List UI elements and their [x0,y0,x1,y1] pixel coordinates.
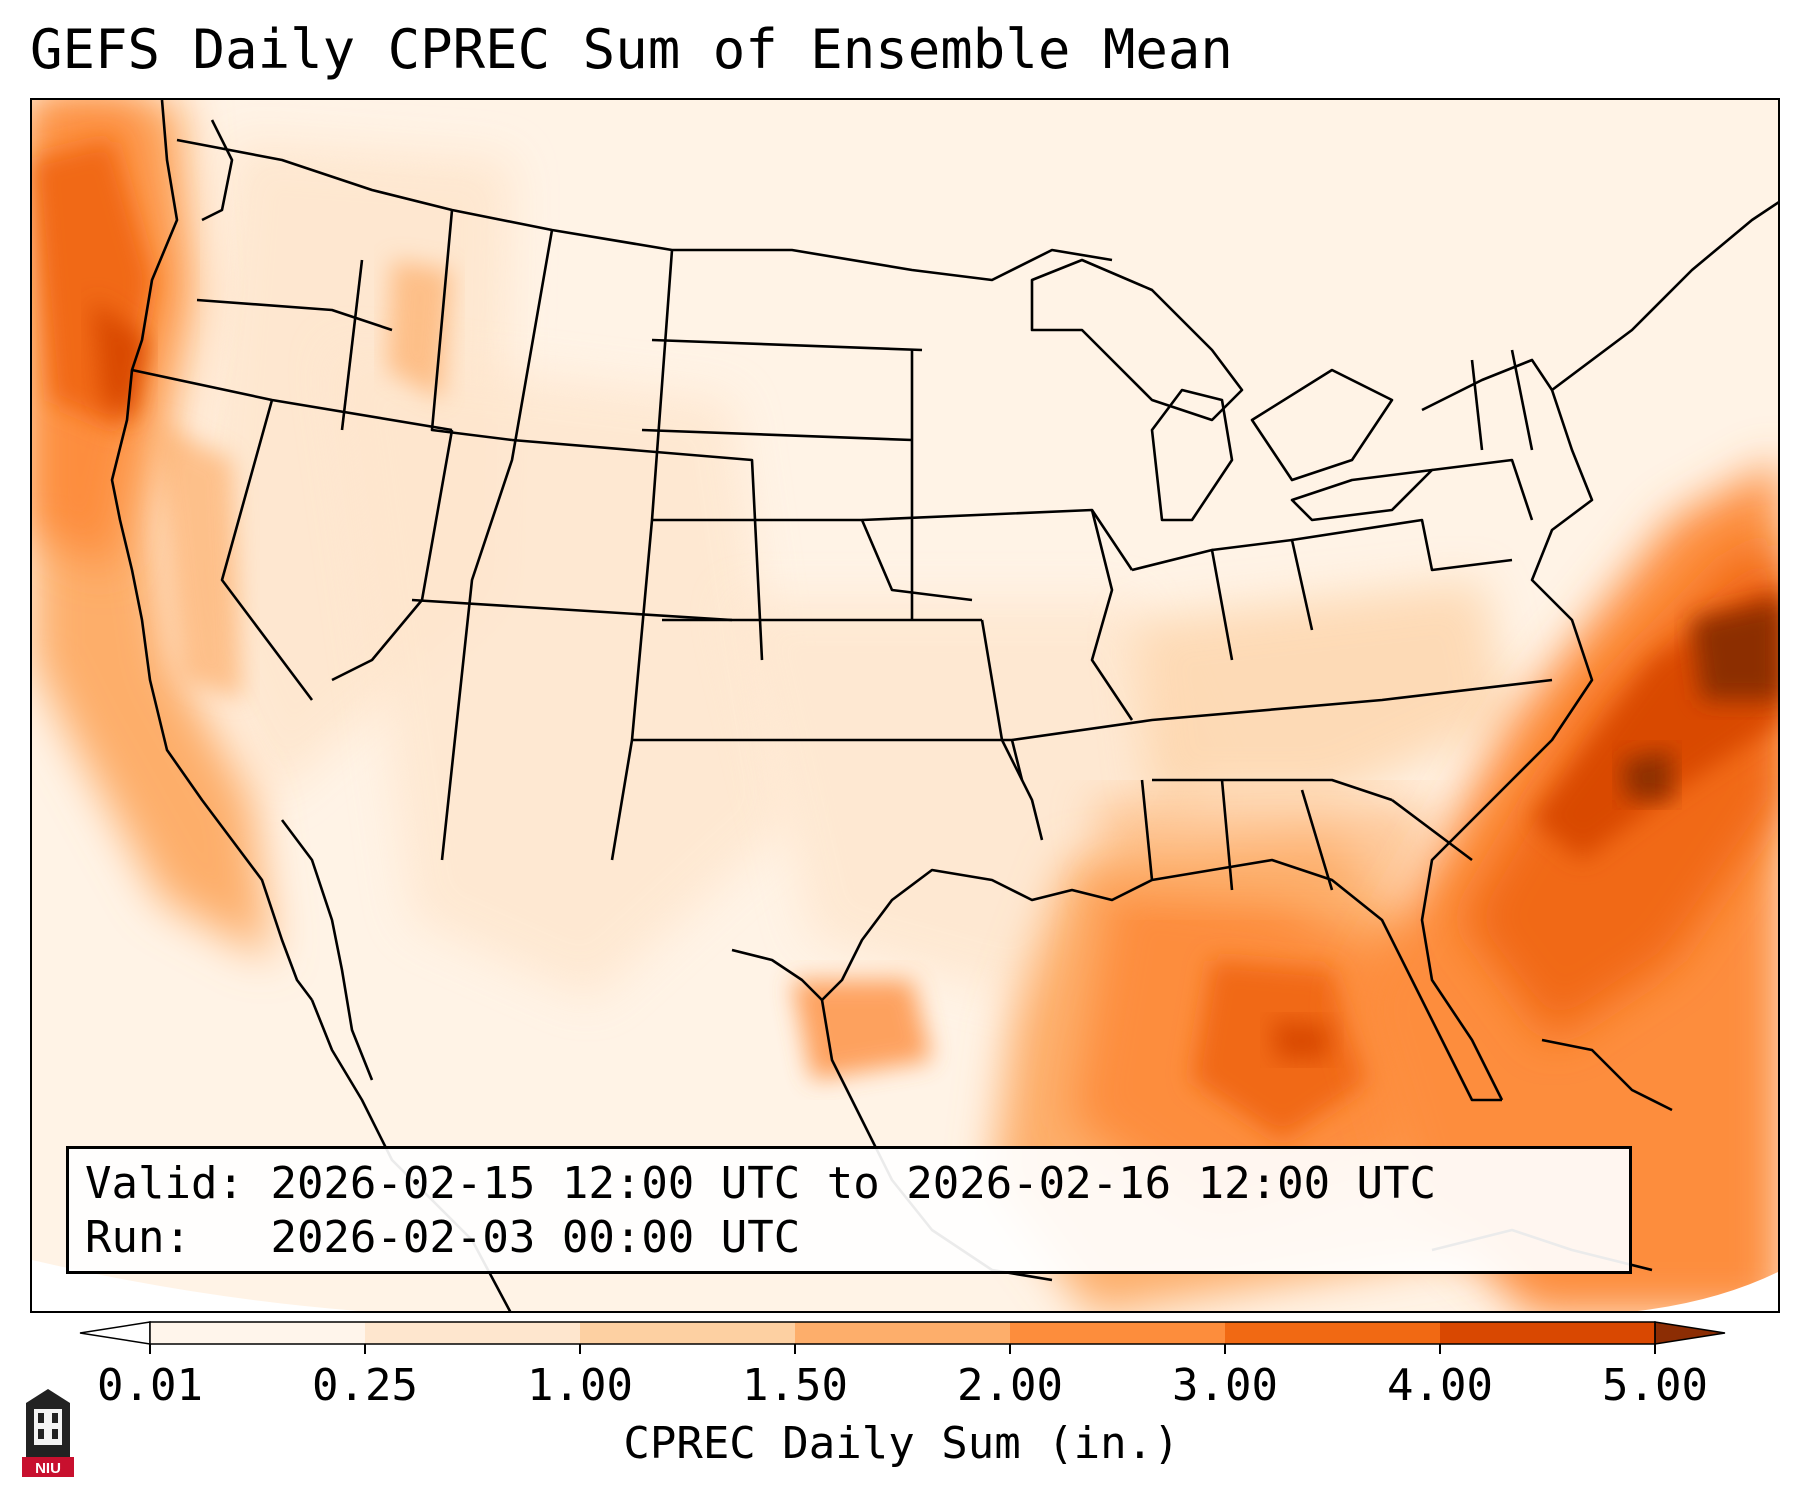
colorbar-segment [1440,1322,1656,1344]
colorbar-tick-labels: 0.01 0.25 1.00 1.50 2.00 3.00 4.00 5.00 [0,1360,1803,1420]
niu-logo: NIU [22,1389,74,1477]
precip-field [32,100,1778,1311]
colorbar-segment [1225,1322,1441,1344]
colorbar-tick-marks [149,1344,1656,1354]
precipitation-map [30,98,1780,1313]
map-canvas [32,100,1778,1311]
colorbar-segment [580,1322,796,1344]
niu-logo-text: NIU [35,1460,61,1477]
colorbar-tick-label: 3.00 [1172,1360,1278,1411]
colorbar-segment [795,1322,1011,1344]
colorbar-extend-low [79,1321,151,1345]
valid-value: 2026-02-15 12:00 UTC to 2026-02-16 12:00… [270,1158,1437,1209]
colorbar-tick-label: 0.25 [312,1360,418,1411]
colorbar [79,1321,1726,1354]
colorbar-segment [150,1322,366,1344]
colorbar-segment [365,1322,581,1344]
colorbar-extend-high [1654,1321,1726,1345]
run-label: Run: [85,1212,191,1263]
colorbar-tick-label: 0.01 [97,1360,203,1411]
valid-run-info-box: Valid: 2026-02-15 12:00 UTC to 2026-02-1… [66,1146,1632,1274]
colorbar-tick-label: 2.00 [957,1360,1063,1411]
colorbar-label: CPREC Daily Sum (in.) [623,1418,1180,1469]
valid-label: Valid: [85,1158,244,1209]
colorbar-segments [79,1321,1726,1345]
colorbar-tick-label: 1.00 [527,1360,633,1411]
colorbar-border [149,1321,1656,1345]
run-value: 2026-02-03 00:00 UTC [270,1212,801,1263]
colorbar-tick-label: 5.00 [1602,1360,1708,1411]
colorbar-tick-label: 1.50 [742,1360,848,1411]
colorbar-tick-label: 4.00 [1387,1360,1493,1411]
colorbar-segment [1010,1322,1226,1344]
map-title: GEFS Daily CPREC Sum of Ensemble Mean [30,18,1233,81]
